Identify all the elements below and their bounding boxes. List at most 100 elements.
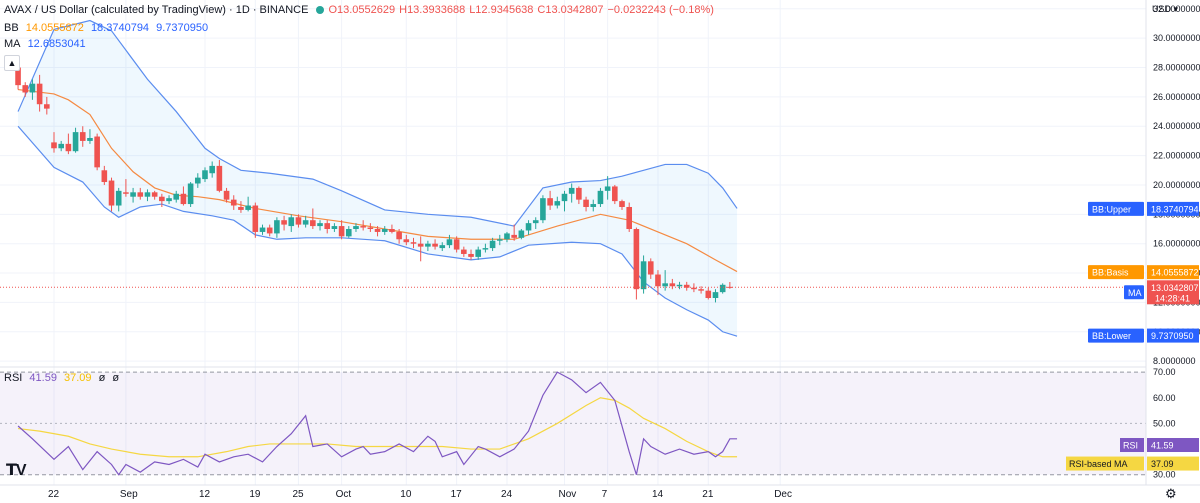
candle-body xyxy=(655,274,661,287)
rsi-legend-ma: 37.09 xyxy=(64,372,92,384)
price-tick-label: 20.0000000 xyxy=(1153,180,1200,190)
candle-body xyxy=(705,290,712,299)
time-tick-label: Nov xyxy=(558,489,576,500)
candle-body xyxy=(511,234,517,238)
bb-legend[interactable]: BB 14.0555872 18.3740794 9.7370950 xyxy=(4,22,212,34)
candle-body xyxy=(389,229,395,232)
ohlc-change: −0.0232243 (−0.18%) xyxy=(607,4,714,16)
rsi-legend-extra2: ø xyxy=(112,372,120,384)
candle-body xyxy=(58,143,64,149)
rsi-tick-label: 70.00 xyxy=(1153,367,1176,377)
symbol-title[interactable]: AVAX / US Dollar (calculated by TradingV… xyxy=(4,4,309,16)
candle-body xyxy=(453,239,460,250)
candle-body xyxy=(461,249,467,254)
bb-upper-line xyxy=(17,19,738,227)
rsi-tag-value-box xyxy=(1147,438,1199,453)
ma-legend[interactable]: MA 12.6853041 xyxy=(4,38,90,50)
candle-body xyxy=(353,226,359,230)
countdown-text: 14:28:41 xyxy=(1155,293,1190,303)
candle-body xyxy=(216,165,223,191)
candle-body xyxy=(288,217,295,227)
bb-legend-name: BB xyxy=(4,22,19,34)
candle-body xyxy=(518,230,525,238)
candle-body xyxy=(698,289,704,291)
bb-legend-basis: 14.0555872 xyxy=(25,22,84,34)
rsi-ma-tag-value-box xyxy=(1147,456,1199,471)
candle-body xyxy=(367,227,374,230)
candle-body xyxy=(432,243,438,247)
time-tick-label: 14 xyxy=(652,489,664,500)
candle-body xyxy=(640,261,647,290)
tradingview-logo-icon[interactable]: 𝗧V xyxy=(6,462,27,479)
currency-selector: USD ▾ xyxy=(1152,4,1179,14)
candle-body xyxy=(195,177,201,184)
candle-body xyxy=(676,284,683,287)
ma-legend-name: MA xyxy=(4,38,21,50)
candle-body xyxy=(274,220,280,234)
time-tick-label: 12 xyxy=(199,489,211,500)
candle-body xyxy=(238,206,244,210)
rsi-tick-label: 30.00 xyxy=(1153,470,1176,480)
candle-body xyxy=(173,193,180,200)
candle-body xyxy=(281,220,287,225)
collapse-legend-icon[interactable]: ▲ xyxy=(4,55,20,71)
candle-body xyxy=(108,180,115,206)
candle-body xyxy=(331,226,338,230)
candle-body xyxy=(94,136,100,168)
rsi-tag-label-text: RSI xyxy=(1123,441,1138,451)
rsi-legend-name: RSI xyxy=(4,372,23,384)
time-tick-label: Sep xyxy=(120,489,138,500)
candle-body xyxy=(425,243,431,247)
price-tick-label: 30.0000000 xyxy=(1153,33,1200,43)
price-tick-label: 32.0000000 xyxy=(1153,4,1200,14)
candle-body xyxy=(446,239,453,246)
candle-body xyxy=(417,243,424,247)
candle-body xyxy=(51,142,57,149)
price-tag-bb-lower-label-text: BB:Lower xyxy=(1092,331,1131,341)
candle-body xyxy=(44,104,50,109)
time-tick-label: 7 xyxy=(602,489,608,500)
candle-body xyxy=(223,190,230,200)
market-status-icon xyxy=(316,6,325,15)
candle-body xyxy=(101,170,108,183)
candle-body xyxy=(302,220,309,225)
candle-body xyxy=(612,186,618,202)
rsi-tag-label-box xyxy=(1120,438,1144,453)
candle-body xyxy=(590,204,597,207)
rsi-tick-label: 60.00 xyxy=(1153,393,1176,403)
price-tick-label: 26.0000000 xyxy=(1153,92,1200,102)
candle-body xyxy=(79,132,86,141)
price-tag-bb-lower-value-text: 9.7370950 xyxy=(1151,331,1194,341)
price-tag-bb-lower-label-box xyxy=(1088,328,1144,343)
candle-body xyxy=(669,283,676,287)
candle-body xyxy=(381,229,388,232)
candle-body xyxy=(259,227,266,232)
candle-body xyxy=(151,192,158,197)
candle-body xyxy=(604,186,611,191)
rsi-line xyxy=(17,371,738,476)
price-tag-ma-label-text: MA xyxy=(1128,288,1142,298)
time-tick-label: 17 xyxy=(451,489,463,500)
candle-body xyxy=(29,83,36,93)
candle-body xyxy=(22,85,29,93)
price-tag-bb-basis-value-text: 14.0555872 xyxy=(1151,268,1199,278)
time-tick-label: Oct xyxy=(336,489,352,500)
candle-body xyxy=(202,170,208,180)
price-tag-bb-lower-value-box xyxy=(1147,328,1199,343)
candle-body xyxy=(496,239,503,241)
ohlc-high: H13.3933688 xyxy=(399,4,466,16)
price-tag-ma-label-box xyxy=(1124,285,1144,300)
candle-body xyxy=(396,231,402,240)
time-tick-label: 24 xyxy=(501,489,513,500)
candle-body xyxy=(180,193,187,205)
price-tag-bb-basis: BB:Basis 14.0555872 xyxy=(1088,265,1199,280)
price-tag-bb-upper-value-text: 18.3740794 xyxy=(1151,204,1199,214)
candle-body xyxy=(568,187,575,194)
candle-body xyxy=(504,233,510,240)
rsi-legend[interactable]: RSI 41.59 37.09 ø ø xyxy=(4,372,123,384)
rsi-ma-tag-label-box xyxy=(1066,456,1144,471)
bb-lower-line xyxy=(17,125,738,337)
settings-gear-icon: ⚙ xyxy=(1165,486,1177,501)
